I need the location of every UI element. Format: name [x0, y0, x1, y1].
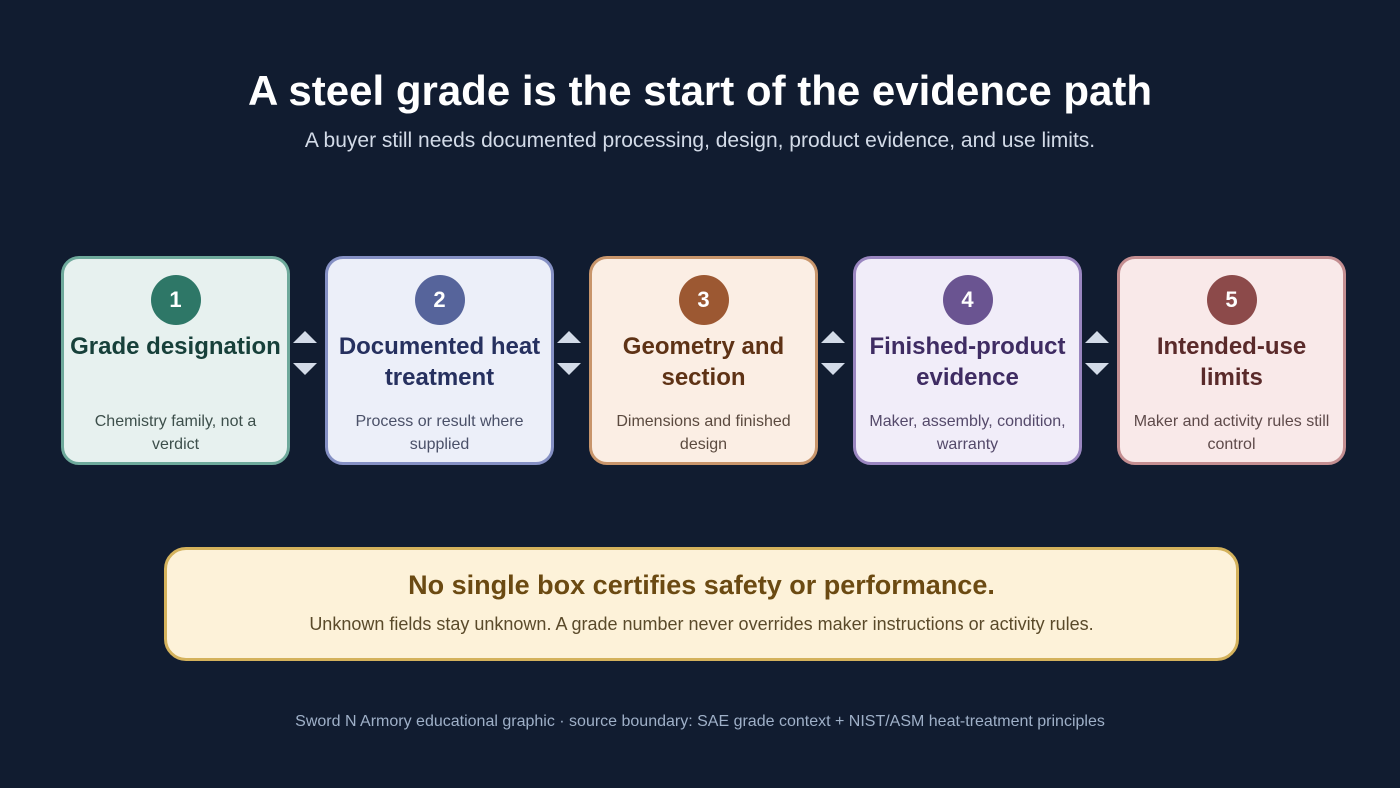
step-number-badge: 4 [942, 275, 993, 325]
step-description: Chemistry family, not a verdict [94, 413, 257, 453]
arrow-down-icon [821, 363, 845, 375]
step-description: Maker, assembly, condition, warranty [869, 413, 1066, 453]
step-title: Documented heat treatment [338, 333, 541, 391]
note-title: No single box certifies safety or perfor… [408, 570, 995, 600]
step-card-geometry-and-section: 3 Geometry and section Dimensions and fi… [589, 256, 818, 465]
step-card-documented-heat-treatment: 2 Documented heat treatment Process or r… [325, 256, 554, 465]
note-text: Unknown fields stay unknown. A grade num… [309, 614, 1094, 634]
step-number-badge: 3 [678, 275, 729, 325]
step-description: Dimensions and finished design [616, 413, 791, 453]
step-description: Maker and activity rules still control [1133, 413, 1330, 453]
step-description: Process or result where supplied [355, 413, 524, 453]
arrow-down-icon [293, 363, 317, 375]
step-title: Finished-product evidence [869, 333, 1066, 391]
page-subtitle: A buyer still needs documented processin… [304, 129, 1096, 152]
arrow-down-icon [557, 363, 581, 375]
step-title: Intended-use limits [1156, 333, 1307, 391]
arrow-up-icon [821, 331, 845, 343]
bidirectional-arrow-icon [1085, 331, 1109, 375]
bidirectional-arrow-icon [557, 331, 581, 375]
step-number-badge: 2 [414, 275, 465, 325]
step-number-badge: 1 [150, 275, 201, 325]
step-card-intended-use-limits: 5 Intended-use limits Maker and activity… [1117, 256, 1346, 465]
safety-note-box: No single box certifies safety or perfor… [164, 547, 1239, 661]
page-title: A steel grade is the start of the eviden… [247, 67, 1153, 114]
arrow-up-icon [557, 331, 581, 343]
bidirectional-arrow-icon [821, 331, 845, 375]
step-number-badge: 5 [1206, 275, 1257, 325]
step-card-grade-designation: 1 Grade designation Chemistry family, no… [61, 256, 290, 465]
step-title: Grade designation [70, 333, 281, 360]
step-card-finished-product-evidence: 4 Finished-product evidence Maker, assem… [853, 256, 1082, 465]
arrow-down-icon [1085, 363, 1109, 375]
step-title: Geometry and section [622, 333, 785, 391]
arrow-up-icon [1085, 331, 1109, 343]
bidirectional-arrow-icon [293, 331, 317, 375]
arrow-up-icon [293, 331, 317, 343]
footer-source-note: Sword N Armory educational graphic · sou… [295, 713, 1105, 730]
